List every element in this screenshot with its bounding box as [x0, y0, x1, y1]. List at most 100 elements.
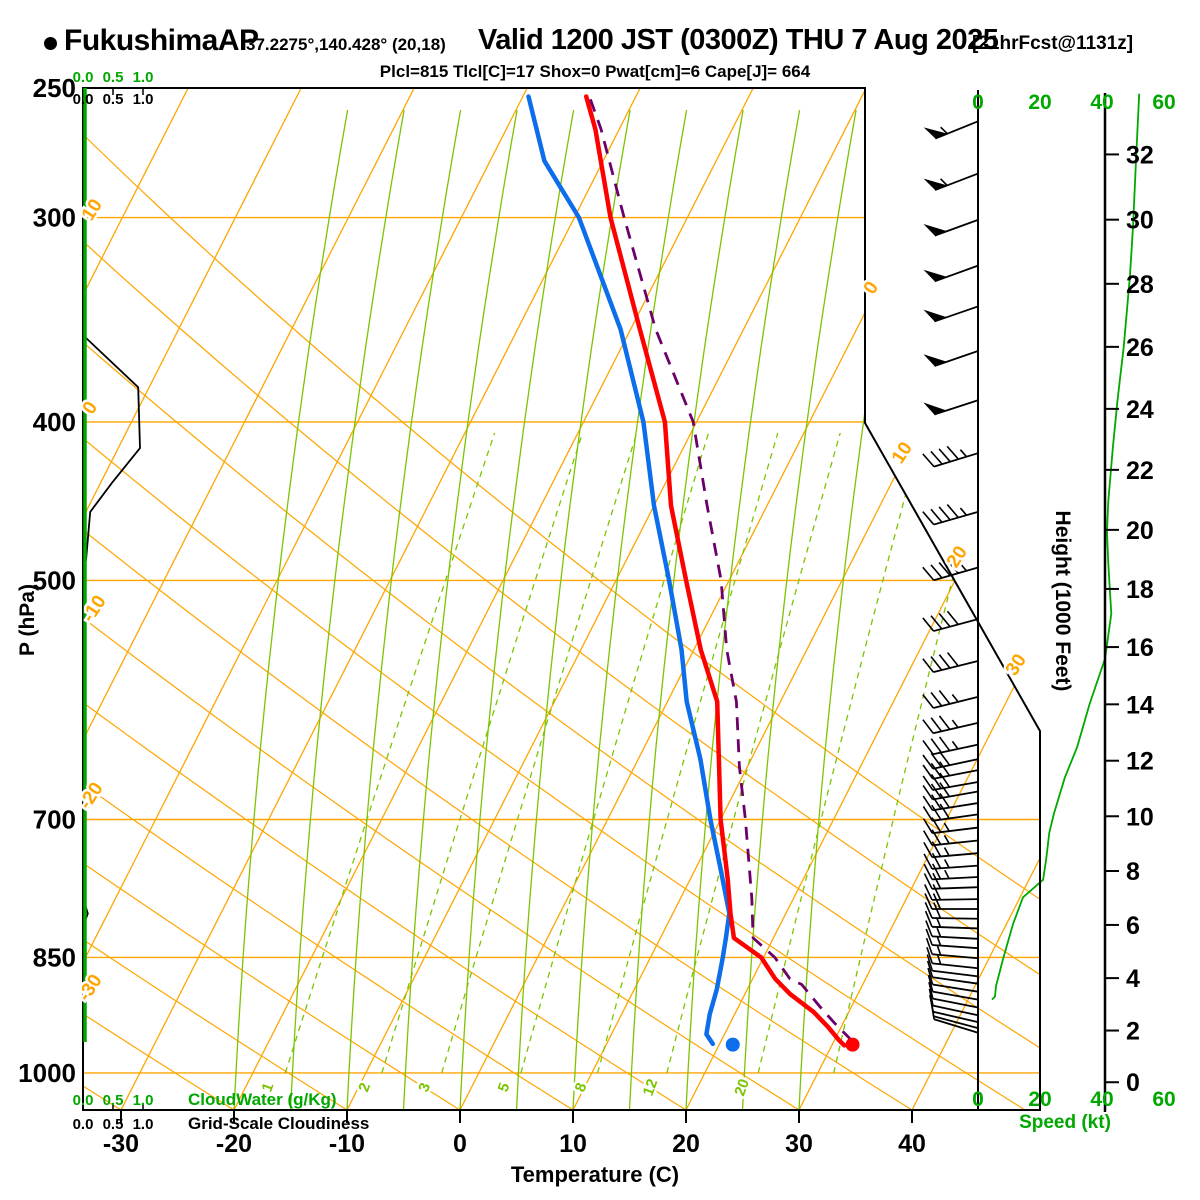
height-tick-label: 10 [1126, 803, 1154, 831]
wind-barb [928, 988, 979, 1017]
wind-barb [925, 937, 979, 960]
moist-adiabat-line [685, 109, 801, 1110]
isotherm-line [83, 88, 415, 1110]
isotherm-value-label: -20 [75, 779, 108, 813]
isotherm-line [459, 88, 980, 1110]
dewpoint-curve [526, 94, 732, 1047]
wind-barb [923, 172, 979, 191]
wind-barb [922, 736, 979, 756]
isotherm-line [572, 88, 1040, 1110]
dry-adiabat-line [83, 89, 800, 1110]
wind-barb [923, 872, 979, 890]
wind-barb [923, 264, 979, 283]
temperature-tick-label: -20 [216, 1130, 252, 1158]
wind-barb [922, 803, 979, 822]
speed-tick-label-bottom: 40 [1090, 1088, 1113, 1111]
height-tick-label: 32 [1126, 141, 1154, 169]
cloudiness-scale-top: 1.0 [133, 91, 154, 108]
wind-barb [924, 902, 979, 920]
wind-barb [926, 954, 979, 978]
temperature-tick-label: 20 [672, 1130, 700, 1158]
height-axis-label: Height (1000 Feet) [1051, 510, 1074, 692]
wind-barb [923, 350, 979, 367]
speed-tick-label-bottom: 20 [1028, 1088, 1051, 1111]
cloudwater-scale-bottom: 0.5 [103, 1092, 124, 1109]
speed-tick-label-bottom: 0 [972, 1088, 984, 1111]
wind-barb [922, 782, 979, 801]
dry-adiabat-line [83, 89, 1040, 1110]
height-tick-label: 4 [1126, 965, 1140, 993]
moist-adiabat-line [459, 109, 575, 1110]
wind-barb [927, 967, 979, 993]
temperature-tick-label: 40 [898, 1130, 926, 1158]
isotherm-value-label: 0 [860, 278, 883, 298]
cloudwater-scale-bottom: 0.0 [73, 1092, 94, 1109]
cloudiness-scale-bottom: 0.5 [103, 1116, 124, 1133]
station-bullet-icon [44, 37, 57, 50]
grid-lines [0, 88, 1040, 1110]
moist-adiabat-line [289, 109, 405, 1110]
wind-barb [922, 652, 979, 673]
mixing-ratio-value-label: 2 [355, 1081, 374, 1095]
wind-barb [928, 981, 979, 1009]
cloudiness-scale-bottom: 1.0 [133, 1116, 154, 1133]
mixing-ratio-line [284, 432, 496, 1074]
mixing-ratio-value-label: 20 [731, 1077, 753, 1098]
cloudwater-scale-top: 1.0 [133, 69, 154, 86]
wind-barb [922, 445, 979, 468]
isotherm-value-label: 10 [888, 438, 917, 467]
station-coords: 37.2275°,140.428° (20,18) [246, 35, 446, 54]
speed-tick-label-top: 60 [1152, 91, 1175, 114]
parcel-curve [589, 98, 852, 1045]
pressure-tick-label: 700 [33, 804, 76, 834]
pressure-tick-label: 500 [33, 565, 76, 595]
dry-adiabat-line [83, 89, 1040, 1110]
mixing-ratio-line [381, 432, 584, 1074]
moist-adiabat-line [572, 109, 688, 1110]
dry-adiabat-line [83, 89, 1040, 1110]
wind-barb [923, 399, 979, 416]
wind-barb [922, 792, 979, 812]
pressure-tick-label: 300 [33, 203, 76, 233]
wind-barb [926, 960, 979, 985]
temperature-tick-label: -30 [103, 1130, 139, 1158]
mixing-ratio-line [596, 432, 779, 1074]
height-tick-label: 12 [1126, 748, 1154, 776]
temperature-tick-label: 10 [559, 1130, 587, 1158]
wind-barb [923, 852, 979, 870]
speed-tick-label-top: 40 [1090, 91, 1113, 114]
wind-barb [922, 761, 979, 780]
temperature-tick-label: -10 [329, 1130, 365, 1158]
mixing-ratio-value-label: 12 [640, 1077, 662, 1098]
mixing-ratio-line [833, 432, 991, 1074]
chart-frame [82, 87, 1119, 1123]
wind-barb [922, 559, 979, 582]
temperature-tick-label: 30 [785, 1130, 813, 1158]
temperature-curve [583, 94, 847, 1048]
wind-barb [927, 974, 979, 1001]
cloudiness-legend: Grid-Scale Cloudiness [188, 1114, 370, 1133]
isotherm-line [83, 88, 528, 1110]
moist-adiabat-line [515, 109, 631, 1110]
cloudiness-profiles [82, 334, 141, 928]
wind-barb [923, 120, 979, 140]
dry-adiabat-line [83, 89, 1026, 1110]
dry-adiabat-line [0, 90, 8, 1110]
dry-adiabat-line [83, 89, 913, 1110]
wind-barb [926, 947, 979, 970]
temperature-axis-label: Temperature (C) [510, 1162, 680, 1187]
mixing-ratio-value-label: 3 [415, 1081, 434, 1095]
wind-barb [922, 504, 979, 526]
cloudiness-scale-bottom: 0.0 [73, 1116, 94, 1133]
cloudiness-scale-top: 0.0 [73, 91, 94, 108]
speed-tick-label-bottom: 60 [1152, 1088, 1175, 1111]
dry-adiabat-line [83, 89, 574, 1110]
wind-barb [922, 715, 979, 735]
cloudwater-scale-top: 0.5 [103, 69, 124, 86]
wind-barb [923, 219, 979, 237]
isotherm-line [346, 88, 867, 1110]
mixing-ratio-value-label: 5 [495, 1081, 514, 1095]
wind-barb [925, 928, 979, 950]
